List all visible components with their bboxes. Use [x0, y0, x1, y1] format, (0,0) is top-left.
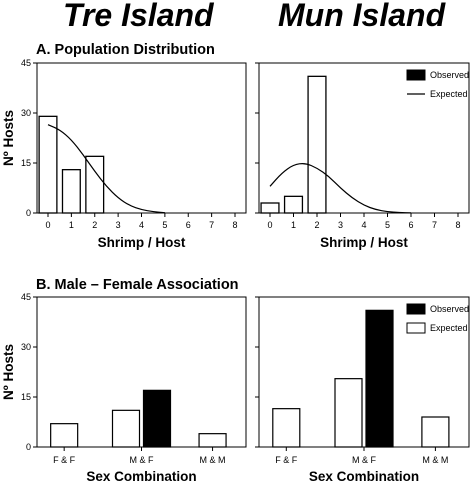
x-tick-label: F & F: [53, 455, 76, 465]
bar-observed: [260, 202, 280, 214]
bar-observed: [38, 115, 58, 214]
y-tick-label: 0: [26, 442, 31, 452]
x-tick-label: M & F: [352, 455, 377, 465]
y-axis-label: Nº Hosts: [1, 110, 16, 166]
legend-swatch-observed: [406, 303, 426, 315]
x-axis-label: Shrimp / Host: [320, 235, 408, 250]
bar-expected: [50, 423, 79, 448]
y-axis-label: Nº Hosts: [1, 344, 16, 400]
x-axis-label: Sex Combination: [309, 469, 419, 484]
x-tick-label: 2: [92, 220, 97, 230]
x-tick-label: 5: [385, 220, 390, 230]
bar-observed: [61, 169, 81, 214]
x-tick-label: 5: [162, 220, 167, 230]
expected-curve: [47, 124, 165, 214]
bar-observed: [365, 309, 394, 448]
bar-expected: [198, 433, 227, 448]
x-tick-label: 1: [69, 220, 74, 230]
x-tick-label: M & M: [200, 455, 226, 465]
y-tick-label: 30: [21, 342, 31, 352]
legend-label-observed: Observed: [430, 70, 469, 80]
x-tick-label: 8: [455, 220, 460, 230]
x-axis-label: Sex Combination: [86, 469, 196, 484]
column-title-mun: Mun Island: [278, 0, 447, 33]
bar-expected: [421, 416, 450, 448]
x-tick-label: 2: [314, 220, 319, 230]
x-tick-label: 6: [408, 220, 413, 230]
x-tick-label: 4: [361, 220, 366, 230]
y-tick-label: 45: [21, 292, 31, 302]
y-tick-label: 15: [21, 158, 31, 168]
x-tick-label: 6: [186, 220, 191, 230]
x-tick-label: F & F: [275, 455, 298, 465]
x-tick-label: 4: [139, 220, 144, 230]
column-title-tre: Tre Island: [63, 0, 215, 33]
x-tick-label: 3: [338, 220, 343, 230]
y-tick-label: 15: [21, 392, 31, 402]
bar-expected: [334, 378, 363, 448]
x-tick-label: M & F: [130, 455, 155, 465]
y-tick-label: 30: [21, 108, 31, 118]
section-title-b: B. Male – Female Association: [36, 277, 239, 293]
x-tick-label: 7: [432, 220, 437, 230]
legend-swatch-expected: [406, 322, 426, 334]
x-axis-label: Shrimp / Host: [98, 235, 186, 250]
bar-expected: [272, 408, 301, 448]
x-tick-label: M & M: [422, 455, 448, 465]
x-tick-label: 0: [267, 220, 272, 230]
x-tick-label: 7: [209, 220, 214, 230]
bar-expected: [111, 409, 141, 448]
x-tick-label: 3: [116, 220, 121, 230]
legend-label-observed: Observed: [430, 304, 469, 314]
legend-label-expected: Expected: [430, 89, 468, 99]
bar-observed: [307, 75, 327, 214]
plot-frame: [258, 62, 470, 214]
legend-label-expected: Expected: [430, 323, 468, 333]
y-tick-label: 0: [26, 208, 31, 218]
bar-observed: [283, 195, 304, 214]
x-tick-label: 0: [45, 220, 50, 230]
section-title-a: A. Population Distribution: [36, 42, 215, 58]
legend-swatch-observed: [406, 69, 426, 81]
bar-observed: [142, 389, 172, 448]
bar-observed: [85, 155, 105, 214]
x-tick-label: 1: [291, 220, 296, 230]
y-tick-label: 45: [21, 58, 31, 68]
x-tick-label: 8: [232, 220, 237, 230]
expected-curve: [269, 163, 412, 214]
